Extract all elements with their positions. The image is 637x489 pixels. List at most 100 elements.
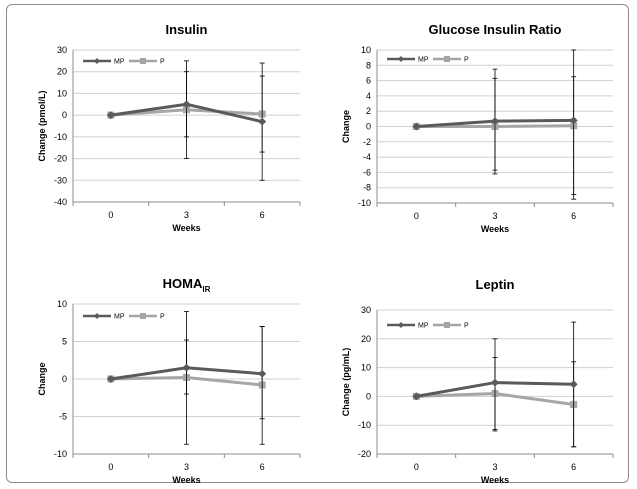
x-tick-label: 6 [260, 462, 265, 472]
data-point [258, 369, 267, 378]
panel-title: Leptin [476, 277, 515, 292]
x-axis-label: Weeks [481, 224, 509, 234]
panel-title-text: HOMA [163, 276, 203, 291]
legend-item-p: P [433, 56, 469, 64]
figure-frame: Insulin 30 20 10 0 -10 -20 -30 -40 0 3 6 Weeks Change… [6, 4, 629, 485]
panel-title-subscript: IR [202, 285, 210, 294]
legend-item-mp: MP [387, 322, 429, 330]
legend-marker [94, 58, 100, 64]
series-mp [106, 60, 267, 181]
x-tick-label: 3 [184, 462, 189, 472]
legend-item-mp: MP [83, 313, 125, 321]
x-tick-label: 3 [492, 462, 497, 472]
y-tick-label: 20 [361, 334, 371, 344]
legend-label: MP [114, 59, 125, 66]
chart-panel-2: Glucose Insulin Ratio 10 8 6 4 2 0 -2 -4 -6 -8 -10 0… [341, 22, 614, 234]
legend-marker [398, 322, 404, 328]
y-axis-label: Change [341, 110, 351, 143]
chart-panel-1: Insulin 30 20 10 0 -10 -20 -30 -40 0 3 6 Weeks Change… [37, 22, 301, 233]
chart-panel-3: HOMAIR 10 5 0 -5 -10 0 3 6 Weeks Change MP P [37, 276, 301, 485]
y-tick-label: 2 [366, 106, 371, 116]
x-axis-label: Weeks [481, 475, 509, 484]
panel-title: Insulin [166, 22, 208, 37]
x-tick-label: 0 [108, 462, 113, 472]
data-point [182, 100, 191, 109]
y-tick-label: -6 [363, 167, 371, 177]
x-tick-label: 6 [571, 462, 576, 472]
y-tick-label: -30 [54, 175, 67, 185]
x-tick-label: 6 [260, 210, 265, 220]
legend-marker [444, 56, 450, 62]
y-tick-label: 0 [366, 391, 371, 401]
data-point [491, 378, 499, 387]
panel-title: Glucose Insulin Ratio [429, 22, 562, 37]
x-tick-label: 3 [492, 211, 497, 221]
legend-item-p: P [129, 313, 165, 321]
panel-title: HOMAIR [163, 276, 211, 294]
panel-title-text: Glucose Insulin Ratio [429, 22, 562, 37]
x-axis-label: Weeks [172, 475, 200, 484]
series-mp [106, 311, 267, 445]
y-axis-label: Change (pmol/L) [37, 91, 47, 162]
y-tick-label: -5 [59, 412, 67, 422]
legend-label: MP [418, 57, 429, 64]
legend-label: MP [114, 314, 125, 321]
y-tick-label: -20 [358, 449, 371, 459]
legend-label: P [464, 57, 469, 64]
y-tick-label: -20 [54, 154, 67, 164]
legend-item-mp: MP [387, 56, 429, 64]
y-tick-label: 20 [57, 67, 67, 77]
y-tick-label: 30 [361, 305, 371, 315]
x-axis-label: Weeks [172, 223, 200, 233]
data-point [569, 116, 578, 125]
y-tick-label: 5 [62, 337, 67, 347]
y-tick-label: -10 [54, 449, 67, 459]
legend-marker [444, 322, 450, 328]
chart-panel-4: Leptin 30 20 10 0 -10 -20 0 3 6 Weeks Change (pg/mL… [341, 277, 614, 485]
data-point [106, 375, 115, 383]
legend-label: P [160, 59, 165, 66]
legend-marker [140, 313, 146, 319]
y-tick-label: 6 [366, 76, 371, 86]
legend-item-p: P [129, 58, 165, 66]
y-tick-label: 0 [366, 122, 371, 132]
y-tick-label: 0 [62, 110, 67, 120]
legend-label: P [464, 323, 469, 330]
panel-title-text: Insulin [166, 22, 208, 37]
data-point [569, 380, 578, 389]
data-point [491, 117, 499, 126]
legend-item-mp: MP [83, 58, 125, 66]
x-tick-label: 0 [414, 211, 419, 221]
x-tick-label: 3 [184, 210, 189, 220]
series-mp [412, 321, 578, 448]
y-tick-label: 30 [57, 45, 67, 55]
legend-marker [94, 313, 100, 319]
y-tick-label: -40 [54, 197, 67, 207]
y-axis-label: Change (pg/mL) [341, 348, 351, 417]
y-tick-label: 10 [57, 88, 67, 98]
y-tick-label: 10 [361, 45, 371, 55]
series-mp [412, 49, 578, 200]
legend-item-p: P [433, 322, 469, 330]
legend-label: MP [418, 323, 429, 330]
data-point [412, 122, 421, 131]
y-tick-label: -10 [358, 198, 371, 208]
data-point [412, 392, 421, 401]
y-tick-label: 10 [57, 299, 67, 309]
data-point [106, 111, 115, 120]
data-point [182, 363, 191, 372]
legend-marker [140, 58, 146, 64]
y-tick-label: -10 [54, 132, 67, 142]
y-tick-label: -2 [363, 137, 371, 147]
legend-label: P [160, 314, 165, 321]
data-point [258, 117, 267, 126]
y-axis-label: Change [37, 362, 47, 395]
legend-marker [398, 56, 404, 62]
y-tick-label: 8 [366, 60, 371, 70]
y-tick-label: -8 [363, 183, 371, 193]
y-tick-label: -10 [358, 420, 371, 430]
y-tick-label: 0 [62, 374, 67, 384]
y-tick-label: -4 [363, 152, 371, 162]
x-tick-label: 0 [414, 462, 419, 472]
